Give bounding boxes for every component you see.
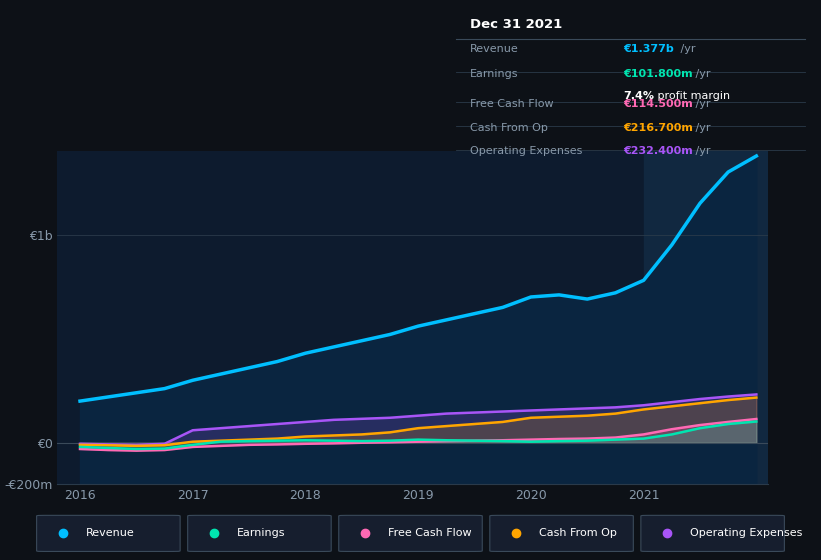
Text: Revenue: Revenue xyxy=(85,529,135,538)
FancyBboxPatch shape xyxy=(641,515,784,552)
Text: Cash From Op: Cash From Op xyxy=(470,123,548,133)
Text: /yr: /yr xyxy=(692,146,711,156)
Text: /yr: /yr xyxy=(677,44,695,54)
FancyBboxPatch shape xyxy=(339,515,482,552)
Text: Dec 31 2021: Dec 31 2021 xyxy=(470,18,562,31)
Text: Operating Expenses: Operating Expenses xyxy=(690,529,802,538)
Text: /yr: /yr xyxy=(692,99,711,109)
Text: Cash From Op: Cash From Op xyxy=(539,529,617,538)
FancyBboxPatch shape xyxy=(37,515,180,552)
Text: Operating Expenses: Operating Expenses xyxy=(470,146,582,156)
Text: Earnings: Earnings xyxy=(470,69,518,79)
FancyBboxPatch shape xyxy=(188,515,331,552)
Text: €101.800m: €101.800m xyxy=(623,69,693,79)
Text: €1.377b: €1.377b xyxy=(623,44,674,54)
Text: /yr: /yr xyxy=(692,69,711,79)
Bar xyxy=(644,151,768,484)
Text: €232.400m: €232.400m xyxy=(623,146,693,156)
FancyBboxPatch shape xyxy=(490,515,633,552)
Text: profit margin: profit margin xyxy=(654,91,730,101)
Text: €114.500m: €114.500m xyxy=(623,99,693,109)
Text: Free Cash Flow: Free Cash Flow xyxy=(470,99,553,109)
Text: Free Cash Flow: Free Cash Flow xyxy=(388,529,471,538)
Text: Revenue: Revenue xyxy=(470,44,518,54)
Text: /yr: /yr xyxy=(692,123,711,133)
Text: Earnings: Earnings xyxy=(236,529,285,538)
Text: €216.700m: €216.700m xyxy=(623,123,693,133)
Text: 7.4%: 7.4% xyxy=(623,91,654,101)
